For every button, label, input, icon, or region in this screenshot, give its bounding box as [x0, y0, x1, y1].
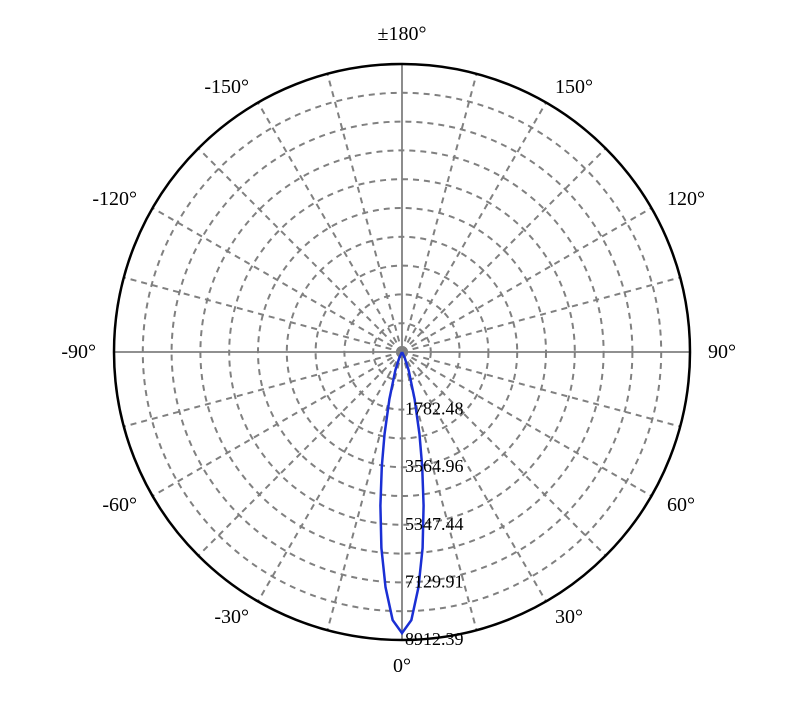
radial-label: 5347.44	[405, 514, 464, 534]
radial-label: 3564.96	[405, 456, 464, 476]
angle-label: 150°	[555, 76, 593, 98]
radial-label: 7129.91	[405, 571, 464, 591]
angle-label: 0°	[393, 655, 411, 677]
angle-label: 30°	[555, 606, 583, 628]
angle-label: 90°	[708, 341, 736, 363]
angle-label: 60°	[667, 494, 695, 516]
angle-label: -150°	[204, 76, 249, 98]
angle-label: -120°	[92, 188, 137, 210]
angle-label: -90°	[61, 341, 96, 363]
angle-label: -60°	[102, 494, 137, 516]
angle-label: 120°	[667, 188, 705, 210]
radial-label: 1782.48	[405, 399, 464, 419]
angle-label: -30°	[214, 606, 249, 628]
polar-chart: 0° 30° 60° 90° 120° 150° ±180° -150° -120° -90° -6…	[0, 0, 804, 705]
radial-label: 8912.39	[405, 629, 464, 649]
angle-label: ±180°	[378, 23, 427, 45]
